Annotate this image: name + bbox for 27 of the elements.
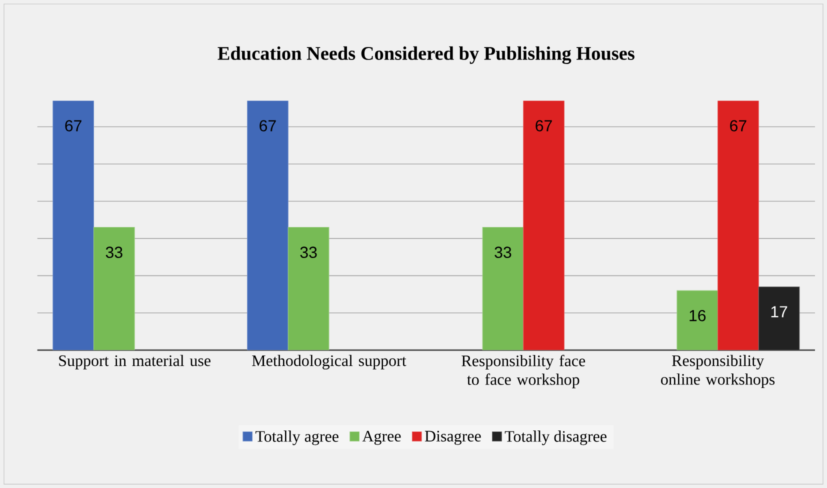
data-label: 17 bbox=[771, 306, 788, 318]
data-label: 16 bbox=[690, 310, 706, 322]
bar bbox=[247, 100, 288, 350]
bar bbox=[523, 100, 564, 350]
data-label: 67 bbox=[260, 120, 276, 132]
bar bbox=[93, 226, 135, 350]
data-label: 33 bbox=[106, 246, 122, 258]
bar bbox=[718, 100, 759, 350]
data-label: 67 bbox=[65, 120, 82, 132]
x-tick-label: Responsibility online workshops bbox=[661, 354, 775, 388]
bar bbox=[758, 286, 800, 350]
legend-label: Agree bbox=[362, 430, 401, 445]
bar bbox=[288, 226, 330, 350]
data-label: 33 bbox=[494, 246, 512, 258]
bar bbox=[482, 226, 524, 350]
bar bbox=[52, 100, 94, 350]
legend-label: Totally disagree bbox=[504, 430, 606, 446]
x-tick-label: Responsibility face to face workshop bbox=[462, 354, 586, 388]
x-tick-label: Methodological support bbox=[252, 354, 406, 370]
x-tick-label: Support in material use bbox=[59, 354, 210, 370]
legend-label: Totally agree bbox=[255, 430, 338, 446]
data-label: 67 bbox=[536, 120, 552, 132]
bar bbox=[676, 290, 718, 350]
data-label: 33 bbox=[300, 246, 317, 258]
legend-label: Disagree bbox=[424, 430, 481, 445]
data-label: 67 bbox=[730, 120, 746, 132]
chart-title: Education Needs Considered by Publishing Houses bbox=[218, 46, 634, 64]
